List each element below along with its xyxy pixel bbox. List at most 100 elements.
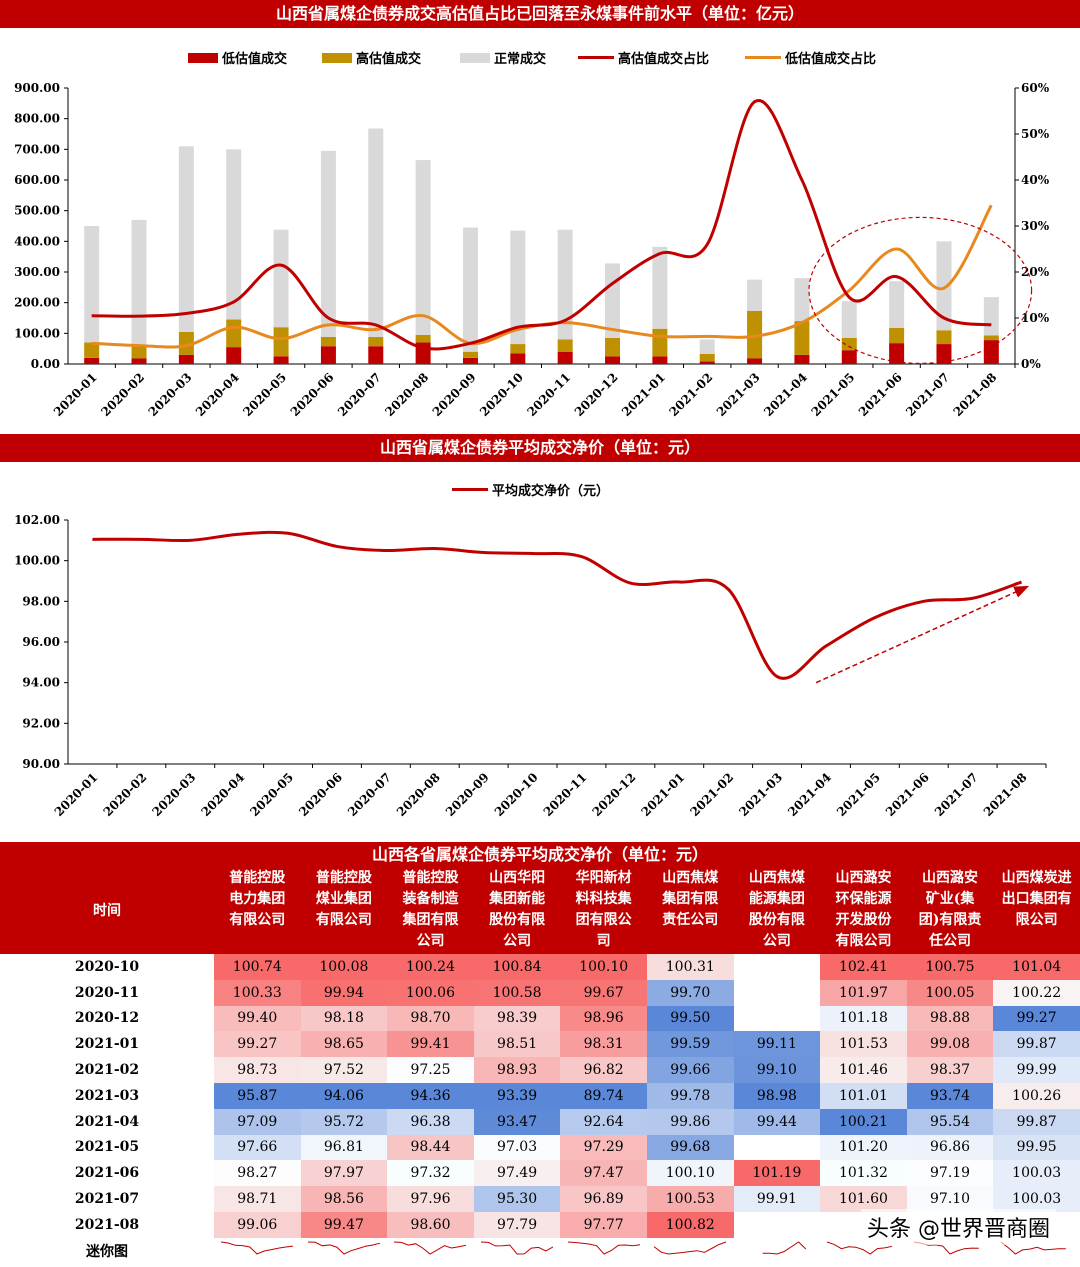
- company-header-line: 环保能源: [835, 891, 892, 907]
- price-cell: 100.03: [993, 1186, 1080, 1212]
- bar-normal: [841, 301, 857, 338]
- company-header: 普能控股 装备制造 集团有限 公司: [387, 868, 474, 954]
- bar-high: [320, 337, 336, 347]
- x-tick-label: 2020-11: [524, 370, 573, 419]
- company-header-line: 集团新能: [489, 891, 546, 907]
- price-cell: 100.82: [646, 1211, 734, 1238]
- price-cell: 95.72: [300, 1108, 388, 1135]
- price-cell: 89.74: [560, 1082, 647, 1109]
- time-header: 时间: [0, 868, 214, 954]
- y-tick-label: 102.00: [14, 513, 60, 527]
- price-cell: 98.37: [906, 1057, 994, 1083]
- price-cell: 99.99: [993, 1057, 1080, 1083]
- sparkline: [481, 1241, 554, 1255]
- bar-normal: [131, 219, 147, 345]
- table-row: 2021-07 98.71 98.56 97.96 95.30 96.89 100.53 99…: [0, 1186, 1080, 1212]
- price-cell: 97.49: [473, 1160, 561, 1187]
- sparkline-line: [827, 1241, 893, 1255]
- y-right-tick-label: 20%: [1021, 265, 1050, 279]
- price-table-grid: 山西各省属煤企债券平均成交净价（单位：元） 时间 普能控股 电力集团 有限公司 普能控股煤…: [0, 842, 1080, 1264]
- bar-normal: [226, 149, 242, 320]
- company-header: 华阳新材 料科技集 团有限公司: [560, 868, 647, 954]
- price-cell: 97.03: [473, 1134, 561, 1161]
- row-time: 2021-01: [74, 1036, 140, 1053]
- bar-low: [368, 346, 384, 364]
- price-cell: 100.05: [906, 979, 994, 1006]
- bar-normal: [368, 128, 384, 338]
- x-tick-label: 2021-07: [932, 770, 981, 819]
- price-cell: 99.91: [733, 1186, 821, 1212]
- bar-low: [889, 343, 905, 364]
- sparkline: [307, 1241, 381, 1255]
- sparkline-cell: [993, 1238, 1080, 1264]
- company-header-line: 有限公司: [229, 912, 286, 928]
- legend-normal-swatch: [460, 52, 490, 63]
- x-tick-label: 2020-10: [477, 370, 526, 419]
- x-tick-label: 2020-05: [247, 770, 296, 819]
- price-cell: 96.81: [300, 1134, 388, 1161]
- price-cell: 98.44: [387, 1134, 474, 1161]
- price-cell: 100.31: [646, 954, 734, 980]
- bar-low: [936, 344, 952, 364]
- price-cell: 99.27: [214, 1031, 301, 1058]
- price-cell: 97.96: [387, 1186, 474, 1212]
- price-cell: 100.74: [214, 954, 301, 980]
- price-cell: 98.98: [733, 1082, 821, 1109]
- price-cell: 98.56: [300, 1186, 388, 1212]
- y-right-tick-label: 60%: [1021, 81, 1050, 95]
- y-right-tick-label: 0%: [1021, 357, 1041, 371]
- price-cell: 98.39: [473, 1005, 561, 1032]
- price-cell: 101.32: [820, 1160, 907, 1187]
- price-cell: 95.87: [214, 1082, 301, 1109]
- price-cell: 98.51: [473, 1031, 561, 1058]
- x-tick-label: 2020-09: [430, 370, 479, 419]
- price-cell: 98.70: [387, 1005, 474, 1032]
- price-cell: 95.54: [906, 1108, 994, 1135]
- sparkline-line: [307, 1241, 381, 1255]
- bar-normal: [510, 230, 526, 345]
- bar-low: [794, 354, 810, 364]
- price-cell: 98.65: [300, 1031, 388, 1058]
- x-tick-label: 2021-01: [619, 370, 668, 419]
- price-cell: 97.79: [473, 1211, 561, 1238]
- x-tick-label: 2020-03: [150, 770, 199, 819]
- bar-normal: [273, 229, 289, 328]
- bar-normal: [747, 279, 763, 311]
- x-tick-label: 2021-05: [809, 370, 858, 419]
- sparkline-label: 迷你图: [86, 1243, 128, 1260]
- company-header-line: 公司: [503, 933, 532, 949]
- legend-high-swatch: [322, 52, 352, 63]
- price-cell: 99.41: [387, 1031, 474, 1058]
- x-tick-label: 2021-08: [951, 370, 1000, 419]
- y-tick-label: 92.00: [22, 716, 60, 730]
- company-header-line: 能源集团: [748, 891, 805, 907]
- sparkline: [827, 1241, 893, 1255]
- company-header: 山西潞安 环保能源 开发股份 有限公司: [820, 868, 907, 954]
- x-tick-label: 2021-04: [785, 770, 834, 819]
- x-tick-label: 2020-01: [52, 770, 101, 819]
- company-header-line: 装备制造: [402, 891, 459, 907]
- price-cell: 99.50: [646, 1005, 734, 1032]
- price-cell: 97.25: [387, 1057, 474, 1083]
- company-header-line: 矿业(集: [925, 891, 975, 907]
- price-cell: 98.71: [214, 1186, 301, 1212]
- x-tick-label: 2020-06: [296, 770, 345, 819]
- company-header: 山西焦煤 能源集团 股份有限 公司: [733, 868, 821, 954]
- x-tick-label: 2020-01: [51, 370, 100, 419]
- price-cell: 96.38: [387, 1108, 474, 1135]
- x-tick-label: 2020-04: [198, 770, 247, 819]
- legend-low-swatch: [188, 52, 218, 63]
- price-cell: 97.97: [300, 1160, 388, 1187]
- price-cell: 97.09: [214, 1108, 301, 1135]
- bar-low: [273, 356, 289, 364]
- price-cell: 98.27: [214, 1160, 301, 1187]
- price-table-body: 2020-10 100.74 100.08 100.24 100.84 100.10 100…: [0, 954, 1080, 1264]
- sparkline-line: [394, 1241, 467, 1255]
- bar-high: [936, 330, 952, 345]
- price-cell: 101.53: [820, 1031, 907, 1058]
- bar-high: [178, 331, 194, 355]
- company-header-line: 团有限公: [575, 912, 632, 928]
- company-header-line: 电力集团: [229, 891, 286, 907]
- legend-high-ratio-swatch: [578, 56, 614, 59]
- x-tick-label: 2020-08: [382, 370, 431, 419]
